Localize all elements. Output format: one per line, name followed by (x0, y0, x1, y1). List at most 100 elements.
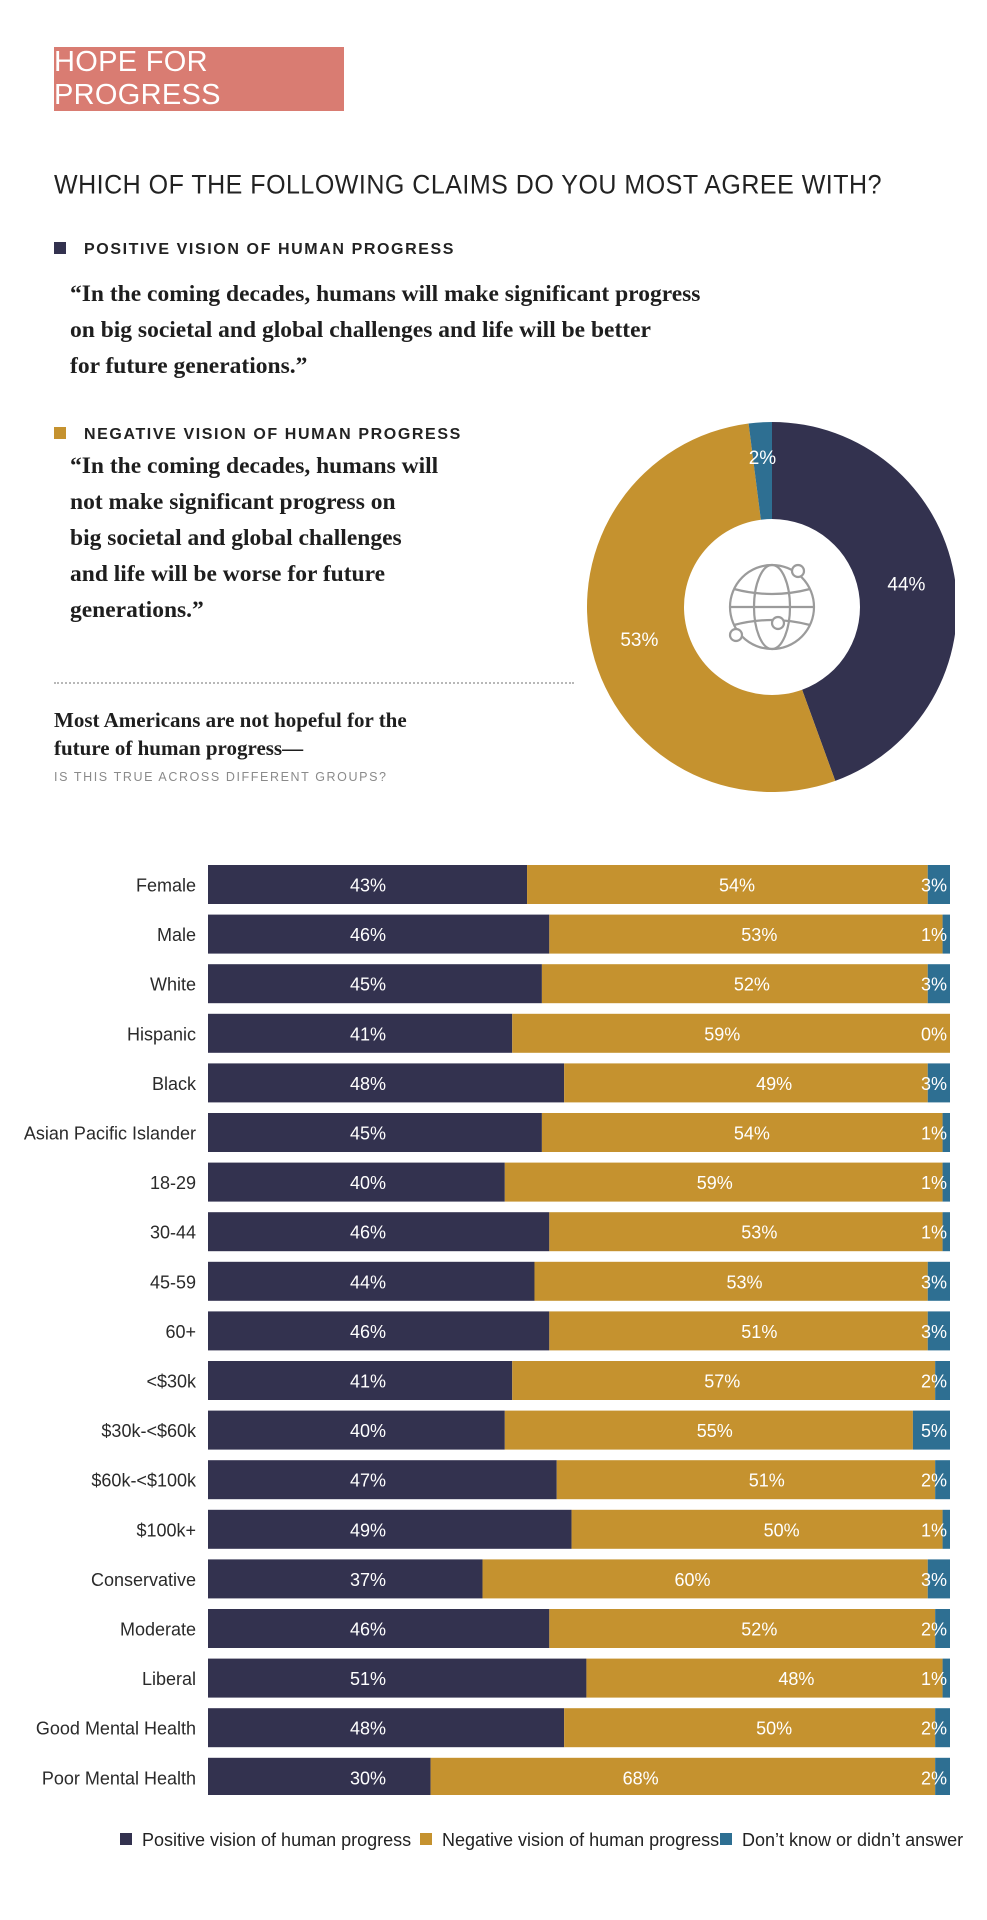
bar-segment-negative (430, 1757, 936, 1795)
negative-claim-heading-text: NEGATIVE VISION OF HUMAN PROGRESS (84, 426, 462, 443)
bar-category-label: Male (157, 925, 196, 945)
bar-segment-negative (541, 1113, 943, 1152)
bar-segment-negative (549, 1609, 936, 1648)
bar-value-label-positive: 45% (350, 975, 386, 995)
bar-segment-negative (512, 1361, 936, 1400)
negative-claim-heading: NEGATIVE VISION OF HUMAN PROGRESS (54, 426, 462, 444)
bar-segment-negative (541, 964, 928, 1004)
bar-category-label: <$30k (146, 1372, 197, 1392)
bar-segment-dont-know (942, 1113, 950, 1152)
bar-segment-positive (208, 1162, 505, 1202)
bar-segment-positive (208, 1410, 505, 1450)
bar-category-label: Hispanic (127, 1024, 196, 1044)
bar-category-label: Asian Pacific Islander (24, 1124, 196, 1144)
bar-segment-positive (208, 1013, 513, 1053)
legend-swatch-positive (120, 1833, 132, 1845)
legend-swatch-dont-know (720, 1833, 732, 1845)
bar-segment-positive (208, 964, 542, 1004)
bar-value-label-positive: 51% (350, 1669, 386, 1689)
bar-value-label-dont-know: 3% (921, 1272, 947, 1292)
bar-value-label-negative: 49% (756, 1074, 792, 1094)
bar-category-label: Female (136, 876, 196, 896)
positive-claim-heading-text: POSITIVE VISION OF HUMAN PROGRESS (84, 241, 456, 258)
chart-legend: Positive vision of human progress Negati… (120, 1830, 970, 1860)
bar-value-label-positive: 48% (350, 1074, 386, 1094)
section-badge: HOPE FOR PROGRESS (54, 46, 344, 111)
summary-subquestion: IS THIS TRUE ACROSS DIFFERENT GROUPS? (54, 770, 388, 784)
bar-value-label-negative: 52% (734, 975, 770, 995)
bar-value-label-negative: 50% (756, 1719, 792, 1739)
legend-item-positive: Positive vision of human progress (120, 1830, 411, 1851)
bar-value-label-dont-know: 3% (921, 1322, 947, 1342)
bar-value-label-negative: 53% (741, 1223, 777, 1243)
bar-value-label-positive: 47% (350, 1471, 386, 1491)
legend-item-dont-know: Don’t know or didn’t answer (720, 1830, 963, 1851)
bar-segment-negative (556, 1460, 936, 1500)
bar-segment-positive (208, 1113, 542, 1152)
positive-claim-quote: “In the coming decades, humans will make… (70, 281, 701, 379)
globe-network-icon (728, 563, 816, 651)
bar-segment-negative (512, 1013, 950, 1053)
bar-value-label-positive: 37% (350, 1570, 386, 1590)
bar-segment-negative (571, 1509, 943, 1549)
bar-value-label-positive: 30% (350, 1768, 386, 1788)
donut-chart: 44% 53% 2% (587, 422, 955, 792)
bar-value-label-dont-know: 3% (921, 1570, 947, 1590)
bar-segment-dont-know (927, 1063, 950, 1103)
bar-segment-dont-know (927, 1311, 950, 1351)
positive-claim-heading: POSITIVE VISION OF HUMAN PROGRESS (54, 241, 455, 259)
bar-value-label-dont-know: 2% (921, 1768, 947, 1788)
bar-value-label-positive: 44% (350, 1272, 386, 1292)
bar-value-label-dont-know: 0% (921, 1024, 947, 1044)
bar-segment-positive (208, 1212, 550, 1252)
donut-label-negative-vision-of-human-progress: 53% (620, 630, 658, 651)
bar-segment-negative (564, 1708, 936, 1748)
bar-value-label-dont-know: 1% (921, 1124, 947, 1144)
bar-value-label-dont-know: 5% (921, 1421, 947, 1441)
bar-value-label-positive: 40% (350, 1173, 386, 1193)
bar-category-label: $60k-<$100k (91, 1471, 197, 1491)
bar-segment-positive (208, 1658, 587, 1698)
legend-label-positive: Positive vision of human progress (142, 1830, 412, 1850)
bar-segment-dont-know (935, 1361, 950, 1400)
bar-category-label: White (150, 975, 196, 995)
bar-category-label: Moderate (120, 1620, 196, 1640)
legend-label-dont-know: Don’t know or didn’t answer (742, 1830, 964, 1850)
bar-category-label: Poor Mental Health (42, 1768, 196, 1788)
bar-value-label-negative: 55% (697, 1421, 733, 1441)
bar-value-label-positive: 46% (350, 925, 386, 945)
bar-segment-negative (564, 1063, 928, 1103)
bar-segment-dont-know (942, 1658, 950, 1698)
bar-segment-positive (208, 1460, 557, 1500)
bar-value-label-negative: 48% (778, 1669, 814, 1689)
bar-value-label-negative: 53% (741, 925, 777, 945)
bar-value-label-positive: 41% (350, 1024, 386, 1044)
positive-color-square (54, 242, 66, 254)
bar-value-label-dont-know: 2% (921, 1620, 947, 1640)
bar-segment-positive (208, 1311, 550, 1351)
bar-segment-negative (534, 1261, 928, 1301)
bar-segment-positive (208, 1509, 572, 1549)
bar-value-label-negative: 51% (749, 1471, 785, 1491)
bar-value-label-dont-know: 1% (921, 1223, 947, 1243)
bar-segment-dont-know (942, 1212, 950, 1252)
bar-segment-positive (208, 1063, 565, 1103)
bar-value-label-negative: 52% (741, 1620, 777, 1640)
bar-segment-positive (208, 1559, 483, 1599)
donut-slice-positive-vision-of-human-progress (772, 422, 955, 781)
bar-category-label: Good Mental Health (36, 1719, 196, 1739)
negative-color-square (54, 427, 66, 439)
donut-slice-don-t-know-or-didn-t-answer (748, 422, 772, 520)
bar-value-label-dont-know: 2% (921, 1719, 947, 1739)
bar-segment-negative (549, 1212, 943, 1252)
bar-segment-positive (208, 1609, 550, 1648)
bar-segment-dont-know (935, 1609, 950, 1648)
bar-value-label-positive: 40% (350, 1421, 386, 1441)
bar-value-label-negative: 53% (726, 1272, 762, 1292)
bar-value-label-negative: 50% (764, 1520, 800, 1540)
bar-value-label-positive: 49% (350, 1520, 386, 1540)
bar-segment-dont-know (927, 964, 950, 1004)
bar-category-label: Liberal (142, 1669, 196, 1689)
bar-value-label-negative: 57% (704, 1372, 740, 1392)
bar-value-label-positive: 46% (350, 1322, 386, 1342)
